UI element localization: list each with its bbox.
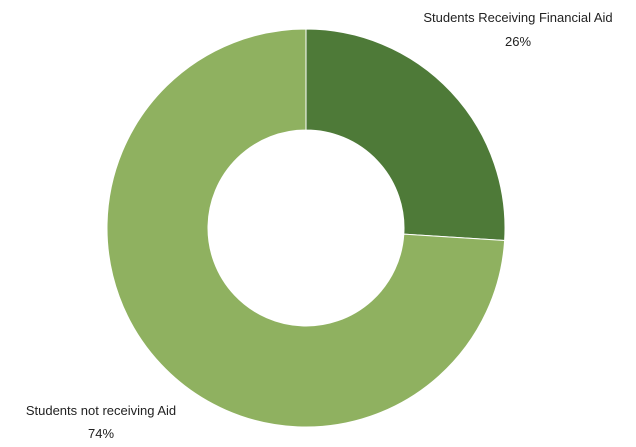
labels-layer: Students Receiving Financial Aid 26% Stu… — [26, 10, 613, 441]
slice-label-not-receiving-aid: Students not receiving Aid — [26, 403, 176, 418]
slices-layer — [106, 28, 506, 428]
slice-value-not-receiving-aid: 74% — [88, 426, 114, 441]
slice-label-financial-aid: Students Receiving Financial Aid — [423, 10, 612, 25]
donut-slice-not-receiving-aid — [106, 28, 506, 428]
slice-value-financial-aid: 26% — [505, 34, 531, 49]
donut-slice-financial-aid — [305, 28, 506, 242]
